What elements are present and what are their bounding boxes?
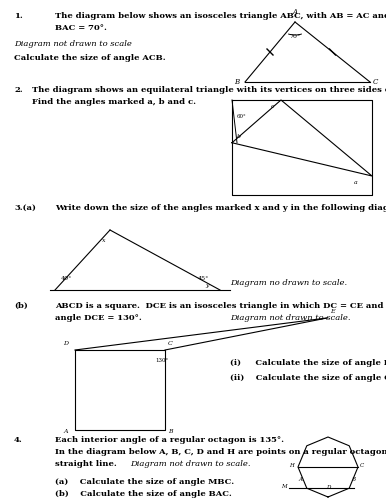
Text: c: c <box>271 104 274 109</box>
Text: 1.: 1. <box>14 12 23 20</box>
Text: C: C <box>360 463 364 468</box>
Text: x: x <box>102 238 105 243</box>
Text: 40°: 40° <box>61 276 72 281</box>
Text: angle DCE = 130°.: angle DCE = 130°. <box>55 314 142 322</box>
Text: ABCD is a square.  DCE is an isosceles triangle in which DC = CE and: ABCD is a square. DCE is an isosceles tr… <box>55 302 384 310</box>
Text: 70°: 70° <box>290 34 301 39</box>
Text: In the diagram below A, B, C, D and H are points on a regular octagon.  ABM is a: In the diagram below A, B, C, D and H ar… <box>55 448 386 456</box>
Text: D: D <box>326 485 330 490</box>
Text: BAC = 70°.: BAC = 70°. <box>55 24 107 32</box>
Text: (a)    Calculate the size of angle MBC.: (a) Calculate the size of angle MBC. <box>55 478 234 486</box>
Text: 60°: 60° <box>237 114 247 119</box>
Text: M: M <box>281 484 286 489</box>
Text: Find the angles marked a, b and c.: Find the angles marked a, b and c. <box>32 98 196 106</box>
Text: (ii)    Calculate the size of angle CDE: (ii) Calculate the size of angle CDE <box>230 374 386 382</box>
Text: 4.: 4. <box>14 436 23 444</box>
Text: Each interior angle of a regular octagon is 135°.: Each interior angle of a regular octagon… <box>55 436 284 444</box>
Text: 130°: 130° <box>155 358 168 363</box>
Text: (b): (b) <box>14 302 28 310</box>
Text: a: a <box>354 180 358 185</box>
Text: A: A <box>299 477 303 482</box>
Text: B: B <box>351 477 355 482</box>
Text: C: C <box>168 341 173 346</box>
Text: (i)     Calculate the size of angle BCE.: (i) Calculate the size of angle BCE. <box>230 359 386 367</box>
Text: Diagram no drawn to scale.: Diagram no drawn to scale. <box>230 279 347 287</box>
Text: Diagram not drawn to scale.: Diagram not drawn to scale. <box>230 314 350 322</box>
Text: Calculate the size of angle ACB.: Calculate the size of angle ACB. <box>14 54 166 62</box>
Text: The diagram below shows an isosceles triangle ABC, with AB = AC and angle: The diagram below shows an isosceles tri… <box>55 12 386 20</box>
Text: b: b <box>237 134 241 138</box>
Text: 45°: 45° <box>198 276 209 281</box>
Text: The diagram shows an equilateral triangle with its vertices on three sides of a : The diagram shows an equilateral triangl… <box>32 86 386 94</box>
Text: C: C <box>372 78 378 86</box>
Text: straight line.: straight line. <box>55 460 117 468</box>
Text: 2.: 2. <box>14 86 23 94</box>
Text: B: B <box>168 429 173 434</box>
Text: y: y <box>205 283 208 288</box>
Text: B: B <box>234 78 240 86</box>
Text: D: D <box>63 341 68 346</box>
Text: A: A <box>293 8 298 16</box>
Text: Diagram not drawn to scale: Diagram not drawn to scale <box>14 40 132 48</box>
Text: A: A <box>63 429 68 434</box>
Text: (b)    Calculate the size of angle BAC.: (b) Calculate the size of angle BAC. <box>55 490 232 498</box>
Text: 3.(a): 3.(a) <box>14 204 36 212</box>
Text: Write down the size of the angles marked x and y in the following diagram.: Write down the size of the angles marked… <box>55 204 386 212</box>
Text: Diagram not drawn to scale.: Diagram not drawn to scale. <box>130 460 251 468</box>
Text: H: H <box>289 463 294 468</box>
Text: E: E <box>330 309 335 314</box>
